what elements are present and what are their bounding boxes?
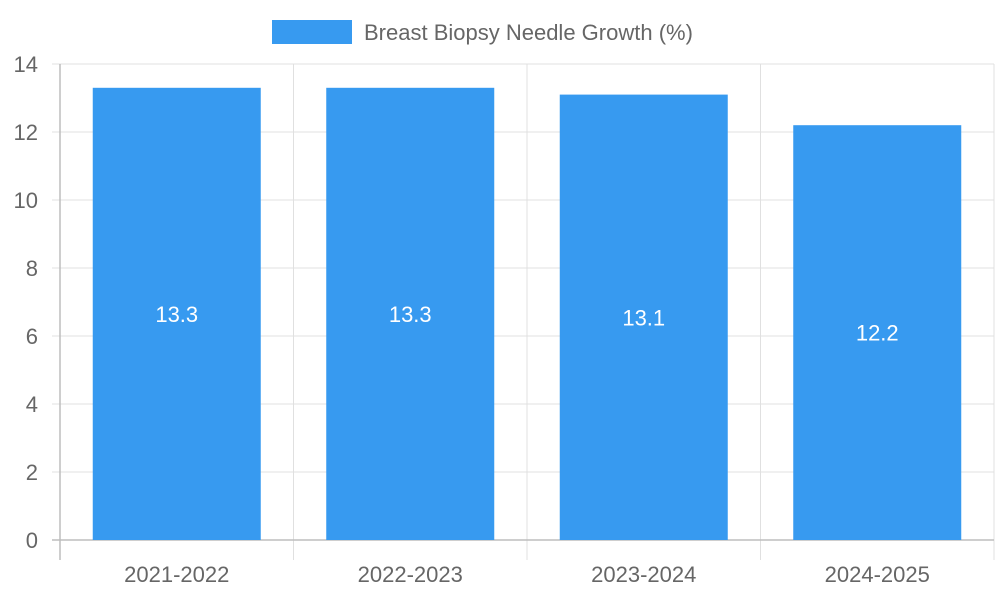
y-tick-label: 6 [26, 324, 38, 349]
bar-value-label: 13.3 [155, 302, 198, 327]
y-tick-label: 14 [14, 52, 38, 77]
bar-value-label: 13.1 [622, 305, 665, 330]
legend-label[interactable]: Breast Biopsy Needle Growth (%) [364, 20, 693, 45]
bar-value-label: 12.2 [856, 321, 899, 346]
y-tick-label: 4 [26, 392, 38, 417]
bar[interactable] [793, 125, 962, 540]
x-tick-label: 2022-2023 [358, 562, 463, 587]
x-tick-label: 2024-2025 [825, 562, 930, 587]
x-tick-label: 2023-2024 [591, 562, 696, 587]
y-tick-label: 8 [26, 256, 38, 281]
y-tick-label: 10 [14, 188, 38, 213]
bars [92, 87, 962, 541]
bar[interactable] [92, 87, 261, 541]
y-tick-label: 2 [26, 460, 38, 485]
legend[interactable]: Breast Biopsy Needle Growth (%) [272, 20, 693, 45]
x-tick-label: 2021-2022 [124, 562, 229, 587]
axes: 0 2 4 6 8 10 12 14 2021-2022 2022-2023 2023-2024 20… [14, 52, 994, 587]
legend-swatch[interactable] [272, 20, 352, 44]
bar[interactable] [559, 94, 728, 540]
bar[interactable] [326, 87, 495, 541]
data-labels: 13.3 13.3 13.1 12.2 [155, 302, 898, 346]
bar-value-label: 13.3 [389, 302, 432, 327]
y-tick-label: 0 [26, 528, 38, 553]
y-tick-label: 12 [14, 120, 38, 145]
